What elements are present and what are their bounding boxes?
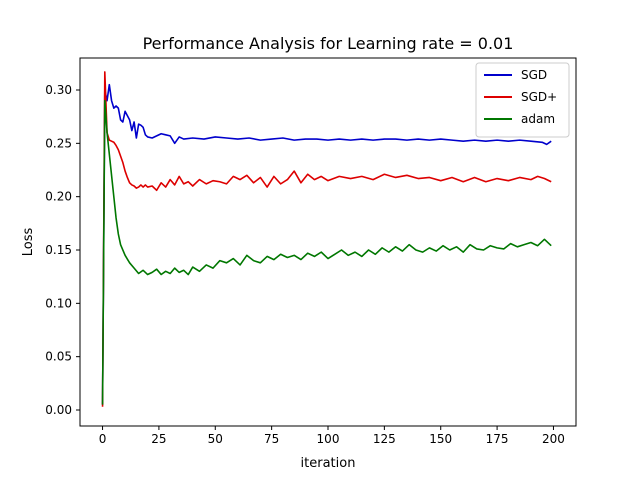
- series-line-sgd-0: [101, 83, 552, 405]
- x-tick-label: 75: [264, 432, 279, 446]
- y-tick-label: 0.20: [45, 190, 72, 204]
- y-tick-label: 0.30: [45, 83, 72, 97]
- x-tick-label: 25: [151, 432, 166, 446]
- x-tick-label: 50: [208, 432, 223, 446]
- y-axis-ticks: 0.00 0.05 0.10 0.15 0.20 0.25 0.30: [45, 83, 80, 417]
- x-tick-label: 125: [373, 432, 396, 446]
- y-tick-label: 0.15: [45, 243, 72, 257]
- chart-title: Performance Analysis for Learning rate =…: [143, 34, 514, 53]
- legend-label: adam: [521, 112, 555, 126]
- legend-label: SGD: [521, 68, 547, 82]
- legend: SGD SGD+ adam: [475, 62, 570, 138]
- x-tick-label: 0: [99, 432, 107, 446]
- x-tick-label: 100: [317, 432, 340, 446]
- x-axis-label: iteration: [301, 456, 356, 471]
- x-axis-ticks: 0 25 50 75 100 125 150 175 200: [99, 426, 565, 446]
- x-tick-label: 175: [486, 432, 509, 446]
- legend-label: SGD+: [521, 90, 557, 104]
- y-tick-label: 0.05: [45, 350, 72, 364]
- x-tick-label: 200: [542, 432, 565, 446]
- series-line-adam-2: [101, 99, 552, 405]
- y-tick-label: 0.10: [45, 296, 72, 310]
- x-tick-label: 150: [429, 432, 452, 446]
- y-tick-label: 0.25: [45, 136, 72, 150]
- series-layer: [101, 71, 552, 407]
- y-tick-label: 0.00: [45, 403, 72, 417]
- y-axis-label: Loss: [21, 228, 36, 257]
- series-line-sgd--1: [101, 71, 552, 407]
